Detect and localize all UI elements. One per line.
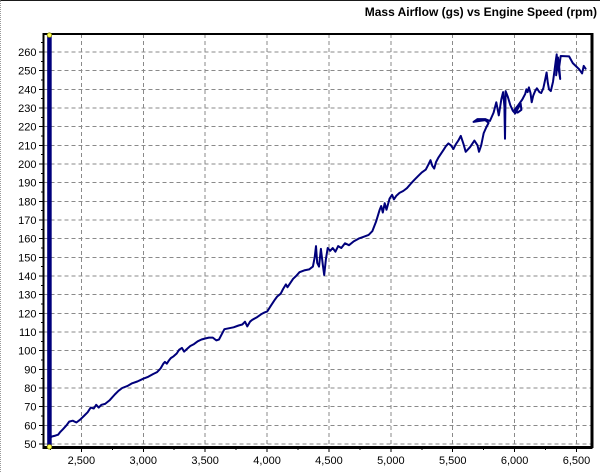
y-tick-label: 100 [18, 346, 36, 358]
x-tick-label: 3,000 [130, 455, 158, 467]
y-tick-label: 150 [18, 252, 36, 264]
y-tick-label: 180 [18, 196, 36, 208]
y-tick-label: 90 [24, 364, 36, 376]
y-tick-label: 170 [18, 215, 36, 227]
y-tick-label: 80 [24, 383, 36, 395]
x-tick-label: 2,500 [68, 455, 96, 467]
y-tick-label: 60 [24, 420, 36, 432]
y-tick-label: 250 [18, 66, 36, 78]
y-tick-label: 240 [18, 84, 36, 96]
x-tick-label: 4,500 [315, 455, 343, 467]
y-tick-label: 70 [24, 402, 36, 414]
y-tick-label: 140 [18, 271, 36, 283]
y-tick-label: 220 [18, 122, 36, 134]
spike-endpoint-marker [46, 32, 53, 38]
y-tick-label: 230 [18, 103, 36, 115]
y-tick-label: 120 [18, 308, 36, 320]
chart-title: Mass Airflow (gs) vs Engine Speed (rpm) [364, 5, 597, 19]
plot-border [42, 33, 593, 448]
y-tick-label: 160 [18, 234, 36, 246]
x-tick-label: 5,500 [439, 455, 467, 467]
x-tick-label: 6,000 [501, 455, 529, 467]
airflow-trace [48, 53, 587, 440]
x-tick-label: 4,000 [253, 455, 281, 467]
x-tick-label: 3,500 [191, 455, 219, 467]
x-tick-label: 6,500 [563, 455, 591, 467]
y-tick-label: 200 [18, 159, 36, 171]
y-tick-label: 190 [18, 178, 36, 190]
x-tick-label: 5,000 [377, 455, 405, 467]
y-tick-label: 130 [18, 290, 36, 302]
spike-endpoint-marker [46, 444, 53, 450]
y-tick-label: 50 [24, 439, 36, 451]
y-tick-label: 210 [18, 140, 36, 152]
y-tick-label: 110 [19, 327, 37, 339]
y-tick-label: 260 [18, 47, 36, 59]
